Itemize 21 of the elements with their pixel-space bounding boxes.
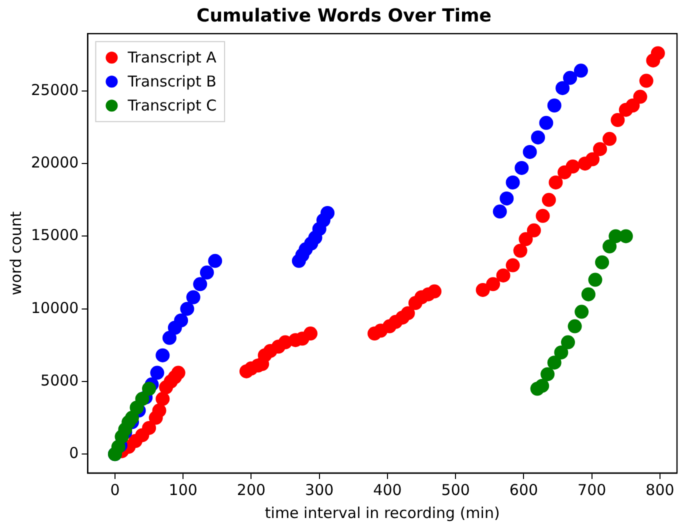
- x-tick-label: 800: [646, 480, 674, 499]
- x-tick-label: 700: [578, 480, 606, 499]
- y-tick-label: 25000: [31, 80, 79, 99]
- y-tick-label: 0: [69, 444, 79, 462]
- legend-label: Transcript C: [126, 96, 217, 114]
- x-tick-label: 500: [441, 480, 470, 499]
- y-tick-label: 20000: [31, 153, 79, 172]
- x-tick-label: 100: [168, 480, 198, 499]
- y-tick-label: 10000: [31, 298, 79, 317]
- x-tick-label: 400: [373, 480, 402, 499]
- y-tick-label: 15000: [31, 226, 79, 244]
- y-tick-label: 5000: [40, 371, 79, 390]
- legend-label: Transcript B: [126, 72, 216, 90]
- x-tick-label: 600: [509, 480, 538, 499]
- x-tick-label: 200: [236, 480, 266, 499]
- y-axis-title: word count: [6, 211, 25, 296]
- x-tick-label: 300: [305, 480, 334, 499]
- legend-label: Transcript A: [126, 48, 218, 66]
- chart-title: Cumulative Words Over Time: [196, 5, 492, 26]
- x-tick-label: 0: [110, 480, 120, 499]
- x-axis-title: time interval in recording (min): [264, 504, 500, 522]
